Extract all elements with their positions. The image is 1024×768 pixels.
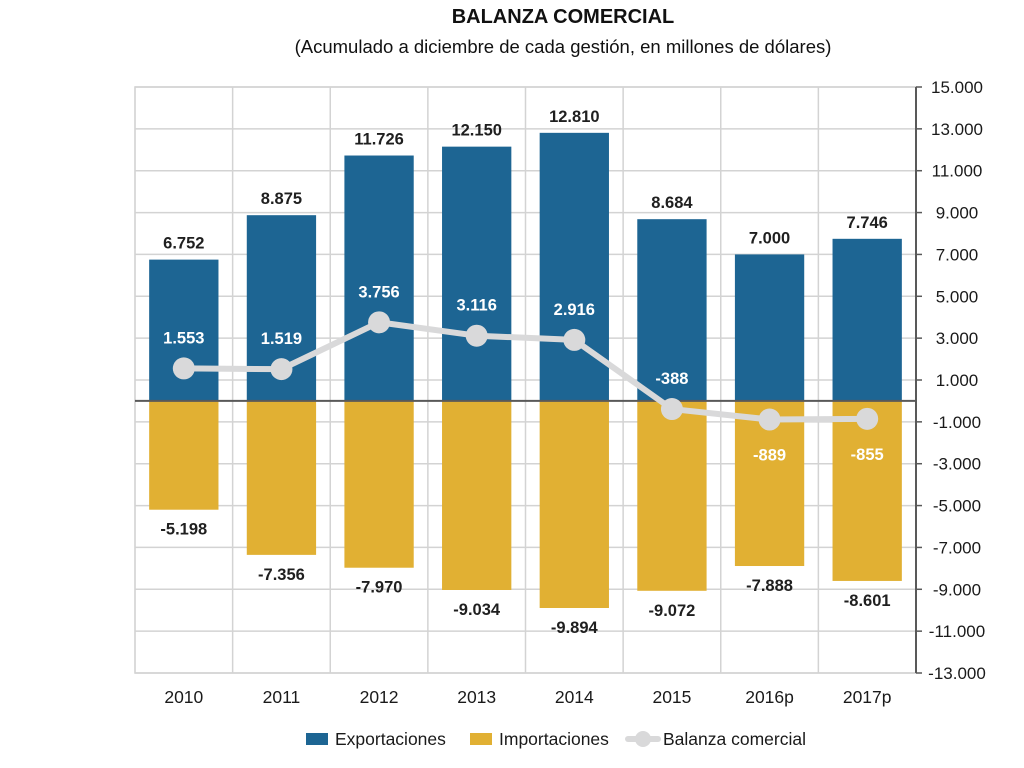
legend-item-balanza-comercial: Balanza comercial — [625, 729, 806, 749]
x-tick-label: 2015 — [652, 687, 691, 707]
exportaciones-data-label: 6.752 — [163, 235, 204, 253]
balanza-comercial-data-label: 2.916 — [554, 301, 595, 319]
y-tick-label: -11.000 — [929, 622, 985, 641]
x-tick-label: 2016p — [745, 687, 794, 707]
legend-label-importaciones: Importaciones — [499, 729, 609, 749]
exportaciones-data-label: 12.150 — [451, 122, 501, 140]
balanza-comercial-data-label: 1.519 — [261, 330, 302, 348]
exportaciones-bar-2015 — [637, 219, 707, 401]
importaciones-data-label: -5.198 — [160, 521, 207, 539]
y-tick-label: -3.000 — [933, 455, 981, 474]
exportaciones-data-label: 8.684 — [651, 194, 693, 212]
x-tick-label: 2010 — [164, 687, 203, 707]
exportaciones-data-label: 7.746 — [847, 214, 888, 232]
y-tick-label: -7.000 — [933, 538, 981, 557]
importaciones-data-label: -7.888 — [746, 577, 793, 595]
plot-area: 15.000 13.000 11.000 9.000 7.000 5.000 3.000 1.… — [134, 78, 986, 707]
exportaciones-data-label: 8.875 — [261, 190, 302, 208]
exportaciones-bar-2016p — [734, 254, 805, 401]
importaciones-data-label: -7.356 — [258, 566, 305, 584]
y-tick-label: 13.000 — [931, 120, 983, 139]
importaciones-data-label: -7.970 — [356, 579, 403, 597]
y-tick-label: 7.000 — [936, 245, 979, 264]
x-tick-label: 2012 — [360, 687, 399, 707]
chart-subtitle: (Acumulado a diciembre de cada gestión, … — [295, 36, 832, 57]
legend-item-exportaciones: Exportaciones — [306, 729, 446, 749]
legend-label-balanza-comercial: Balanza comercial — [663, 729, 806, 749]
balanza-comercial-marker-2016p — [758, 408, 781, 431]
exportaciones-bar-2017p — [832, 238, 902, 401]
y-tick-label: -1.000 — [933, 413, 981, 432]
balanza-comercial-marker-2017p — [856, 407, 879, 430]
x-tick-label: 2017p — [843, 687, 892, 707]
exportaciones-data-label: 11.726 — [354, 131, 404, 149]
y-tick-label: 1.000 — [936, 371, 979, 390]
chart-title: BALANZA COMERCIAL — [452, 6, 675, 28]
importaciones-data-label: -8.601 — [844, 592, 891, 610]
balanza-comercial-data-label: 3.756 — [358, 283, 399, 301]
balanza-comercial-data-label: 3.116 — [456, 297, 496, 315]
importaciones-bar-2014 — [539, 400, 609, 608]
legend-swatch-exportaciones — [306, 733, 328, 745]
balanza-comercial-marker-2011 — [270, 358, 293, 381]
exportaciones-bar-2012 — [344, 155, 414, 401]
balanza-comercial-marker-2015 — [660, 398, 683, 421]
balanza-comercial-marker-2013 — [465, 324, 488, 347]
y-tick-label: 11.000 — [932, 162, 983, 181]
x-tick-label: 2011 — [263, 687, 301, 707]
importaciones-bar-2013 — [442, 400, 512, 590]
balanza-comercial-data-label: -855 — [851, 446, 884, 464]
balanza-comercial-data-label: -388 — [655, 370, 688, 388]
x-tick-label: 2014 — [555, 687, 594, 707]
importaciones-bar-2017p — [832, 400, 902, 581]
y-tick-label: 3.000 — [936, 329, 979, 348]
balanza-comercial-data-label: 1.553 — [163, 329, 204, 347]
y-tick-label: 5.000 — [936, 287, 979, 306]
y-tick-label: -5.000 — [933, 497, 981, 516]
x-tick-label: 2013 — [457, 687, 496, 707]
importaciones-bar-2015 — [637, 400, 707, 591]
balanza-comercial-marker-2012 — [368, 311, 391, 334]
legend-swatch-marker-balanza-comercial — [635, 731, 651, 747]
y-tick-label: -9.000 — [933, 580, 981, 599]
importaciones-data-label: -9.072 — [649, 602, 696, 620]
importaciones-data-label: -9.034 — [453, 601, 501, 619]
legend-item-importaciones: Importaciones — [470, 729, 609, 749]
importaciones-bar-2012 — [344, 400, 414, 568]
importaciones-bar-2011 — [246, 400, 317, 555]
exportaciones-data-label: 12.810 — [549, 108, 599, 126]
exportaciones-bar-2013 — [442, 146, 512, 401]
legend-label-exportaciones: Exportaciones — [335, 729, 446, 749]
legend-swatch-importaciones — [470, 733, 492, 745]
balanza-comercial-line — [180, 319, 871, 423]
y-tick-label: -13.000 — [928, 664, 986, 683]
balanza-comercial-data-label: -889 — [753, 447, 786, 465]
balanza-comercial-marker-2014 — [563, 328, 586, 351]
balanza-comercial-marker-2010 — [172, 357, 195, 380]
importaciones-data-label: -9.894 — [551, 619, 599, 637]
exportaciones-data-label: 7.000 — [749, 229, 790, 247]
y-tick-label: 15.000 — [931, 78, 983, 97]
importaciones-bar-2010 — [149, 400, 219, 510]
legend: Exportaciones Importaciones Balanza come… — [306, 729, 806, 749]
y-tick-label: 9.000 — [936, 204, 979, 223]
